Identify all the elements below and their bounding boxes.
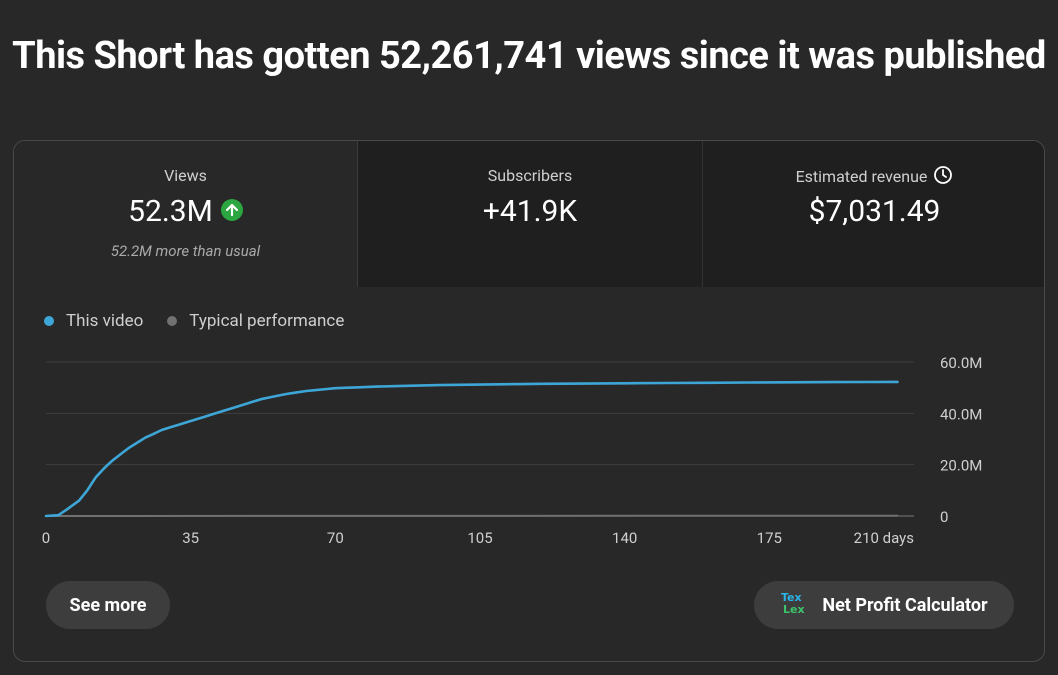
y-tick-label: 20.0M <box>940 457 982 475</box>
legend-dot-typical <box>167 316 178 326</box>
y-tick-label: 40.0M <box>940 405 982 423</box>
metric-tab-views[interactable]: Views 52.3M 52.2M more than usual <box>14 141 358 287</box>
x-tick-label: 0 <box>42 529 50 547</box>
legend-item-typical: Typical performance <box>167 311 344 331</box>
metric-label-views: Views <box>164 166 207 185</box>
metric-value-revenue: $7,031.49 <box>808 194 941 229</box>
tex-logo-icon: Tex Lex <box>780 590 810 621</box>
views-value: 52.3M <box>128 194 213 229</box>
views-line-chart[interactable]: 0 20.0M 40.0M 60.0M 0 35 70 105 140 175 210 days <box>14 287 1045 567</box>
x-tick-label: 105 <box>467 529 492 547</box>
net-profit-label: Net Profit Calculator <box>822 594 988 616</box>
x-tick-label: 35 <box>182 529 199 547</box>
page-title: This Short has gotten 52,261,741 views s… <box>12 34 1046 78</box>
metric-subtext-views: 52.2M more than usual <box>110 242 261 260</box>
x-tick-label: 70 <box>327 529 344 547</box>
arrow-up-icon <box>220 199 243 222</box>
metric-value-subscribers: +41.9K <box>482 194 578 229</box>
legend-label-this-video: This video <box>66 311 144 331</box>
revenue-label: Estimated revenue <box>795 167 928 187</box>
legend-item-this-video: This video <box>44 311 143 331</box>
metric-tab-revenue[interactable]: Estimated revenue $7,031.49 <box>702 141 1044 287</box>
x-tick-label: 175 <box>757 529 782 547</box>
clock-icon[interactable] <box>933 165 953 189</box>
chart-legend: This video Typical performance <box>44 311 368 331</box>
legend-label-typical: Typical performance <box>189 311 345 331</box>
metric-label-revenue: Estimated revenue <box>703 165 1044 190</box>
series-line-this-video <box>44 380 899 518</box>
metric-label-subscribers: Subscribers <box>487 166 573 185</box>
x-tick-label: 210 days <box>854 529 914 547</box>
metric-tab-subscribers[interactable]: Subscribers +41.9K <box>358 141 702 287</box>
analytics-card: Views 52.3M 52.2M more than usual Subscr… <box>13 140 1045 662</box>
metric-value-views: 52.3M <box>14 194 357 229</box>
legend-dot-this-video <box>44 316 54 326</box>
x-tick-label: 140 <box>612 529 637 547</box>
svg-text:Lex: Lex <box>783 603 805 616</box>
metric-tabs: Views 52.3M 52.2M more than usual Subscr… <box>14 141 1044 287</box>
y-tick-label: 0 <box>940 508 948 526</box>
net-profit-calculator-button[interactable]: Tex Lex Net Profit Calculator <box>754 581 1014 629</box>
y-tick-label: 60.0M <box>940 354 982 372</box>
see-more-button[interactable]: See more <box>46 581 170 629</box>
svg-text:Tex: Tex <box>781 591 802 604</box>
